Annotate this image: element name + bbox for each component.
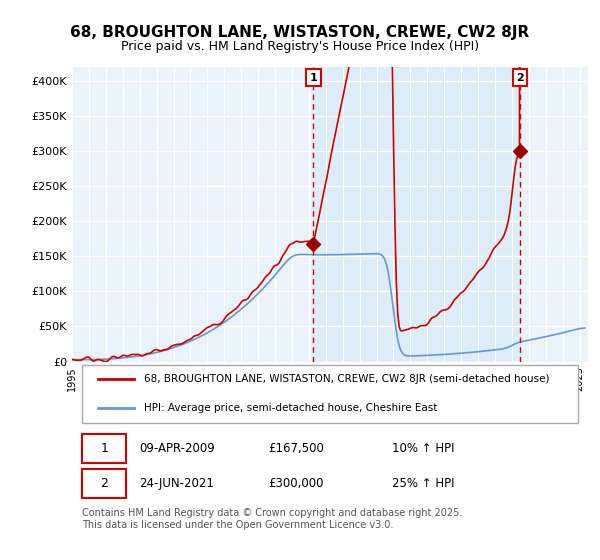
Text: 09-APR-2009: 09-APR-2009: [139, 442, 215, 455]
Bar: [313, 67, 520, 362]
Text: HPI: Average price, semi-detached house, Cheshire East: HPI: Average price, semi-detached house,…: [144, 403, 437, 413]
Text: 2: 2: [516, 73, 524, 83]
68, BROUGHTON LANE, WISTASTON, CREWE, CW2 8JR (semi-detached house): [194, 332, 202, 338]
68, BROUGHTON LANE, WISTASTON, CREWE, CW2 8JR (semi-detached house): [68, 356, 76, 363]
68, BROUGHTON LANE, WISTASTON, CREWE, CW2 8JR (semi-detached house): [185, 337, 192, 343]
Text: 24-JUN-2021: 24-JUN-2021: [139, 477, 214, 490]
HPI: Average price, semi-detached house, Cheshire East: (2.03e+03, 4.78e+04): Average price, semi-detached house, Ches…: [581, 325, 588, 332]
FancyBboxPatch shape: [82, 469, 126, 498]
Text: 10% ↑ HPI: 10% ↑ HPI: [392, 442, 454, 455]
HPI: Average price, semi-detached house, Cheshire East: (2.01e+03, 1.54e+05): Average price, semi-detached house, Ches…: [371, 250, 379, 257]
HPI: Average price, semi-detached house, Cheshire East: (2e+03, 3.31e+04): Average price, semi-detached house, Ches…: [193, 335, 200, 342]
HPI: Average price, semi-detached house, Cheshire East: (2e+03, 4.91e+03): Average price, semi-detached house, Ches…: [118, 354, 125, 361]
Text: 1: 1: [100, 442, 108, 455]
68, BROUGHTON LANE, WISTASTON, CREWE, CW2 8JR (semi-detached house): [95, 356, 103, 363]
Text: 25% ↑ HPI: 25% ↑ HPI: [392, 477, 454, 490]
Text: 68, BROUGHTON LANE, WISTASTON, CREWE, CW2 8JR: 68, BROUGHTON LANE, WISTASTON, CREWE, CW…: [70, 25, 530, 40]
Text: 1: 1: [310, 73, 317, 83]
Text: Price paid vs. HM Land Registry's House Price Index (HPI): Price paid vs. HM Land Registry's House …: [121, 40, 479, 53]
Text: £167,500: £167,500: [268, 442, 324, 455]
68, BROUGHTON LANE, WISTASTON, CREWE, CW2 8JR (semi-detached house): [459, 288, 466, 295]
HPI: Average price, semi-detached house, Cheshire East: (2.01e+03, 1.46e+05): Average price, semi-detached house, Ches…: [285, 256, 292, 263]
68, BROUGHTON LANE, WISTASTON, CREWE, CW2 8JR (semi-detached house): [119, 352, 127, 359]
Text: £300,000: £300,000: [268, 477, 323, 490]
HPI: Average price, semi-detached house, Cheshire East: (2e+03, 3e+03): Average price, semi-detached house, Ches…: [95, 356, 103, 363]
FancyBboxPatch shape: [82, 434, 126, 463]
68, BROUGHTON LANE, WISTASTON, CREWE, CW2 8JR (semi-detached house): [286, 241, 293, 248]
Text: 68, BROUGHTON LANE, WISTASTON, CREWE, CW2 8JR (semi-detached house): 68, BROUGHTON LANE, WISTASTON, CREWE, CW…: [144, 375, 550, 385]
Text: Contains HM Land Registry data © Crown copyright and database right 2025.
This d: Contains HM Land Registry data © Crown c…: [82, 508, 463, 530]
Text: 2: 2: [100, 477, 108, 490]
HPI: Average price, semi-detached house, Cheshire East: (2e+03, 2.59e+03): Average price, semi-detached house, Ches…: [68, 356, 76, 363]
FancyBboxPatch shape: [82, 365, 578, 422]
HPI: Average price, semi-detached house, Cheshire East: (2.02e+03, 1.21e+04): Average price, semi-detached house, Ches…: [459, 349, 466, 356]
Line: HPI: Average price, semi-detached house, Cheshire East: HPI: Average price, semi-detached house,…: [72, 254, 584, 360]
Line: 68, BROUGHTON LANE, WISTASTON, CREWE, CW2 8JR (semi-detached house): 68, BROUGHTON LANE, WISTASTON, CREWE, CW…: [72, 0, 584, 362]
68, BROUGHTON LANE, WISTASTON, CREWE, CW2 8JR (semi-detached house): [103, 358, 110, 365]
HPI: Average price, semi-detached house, Cheshire East: (2e+03, 2.68e+04): Average price, semi-detached house, Ches…: [183, 339, 190, 346]
